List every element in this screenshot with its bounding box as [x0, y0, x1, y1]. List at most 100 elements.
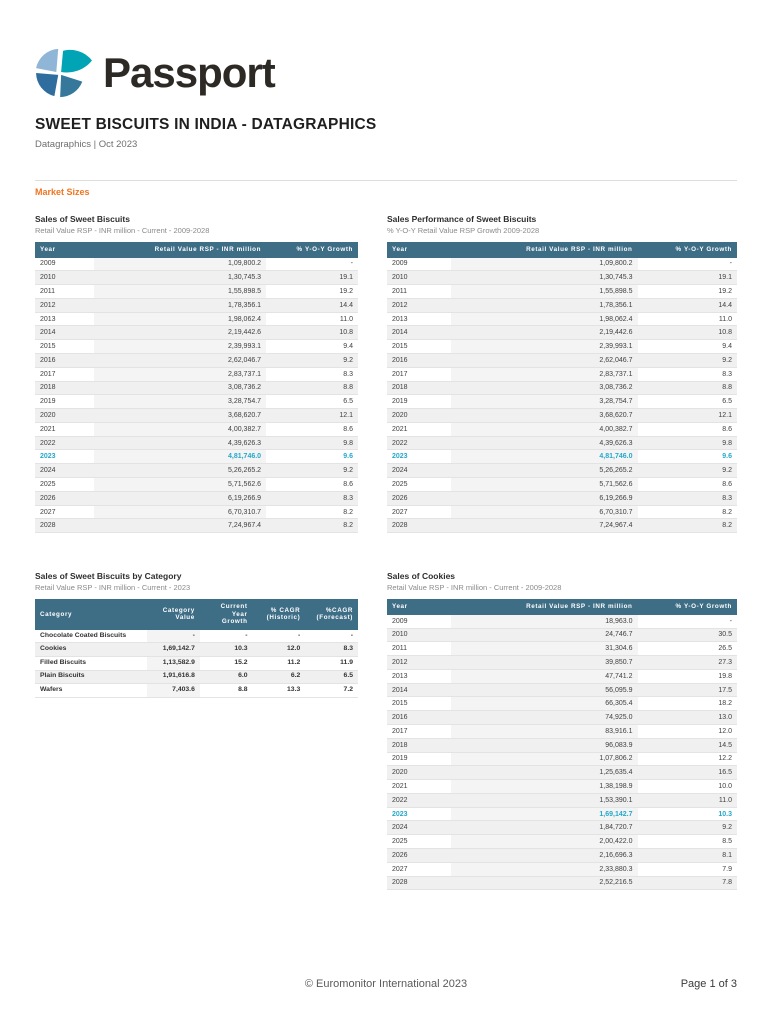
table-cell: 2022 [35, 436, 95, 451]
table-cell: 8.6 [637, 422, 737, 437]
table-cell: 14.4 [266, 298, 358, 313]
table-row: 2027 6,70,310.7 8.2 [35, 505, 358, 520]
table-cell: 1,55,898.5 [451, 284, 638, 299]
table-cell: 12.1 [266, 408, 358, 423]
table-cell: 1,69,142.7 [451, 807, 638, 822]
table-row: 2009 1,09,800.2- [35, 257, 358, 272]
table-cell: 2011 [387, 641, 451, 657]
table-row: Cookies 1,69,142.7 10.3 12.0 8.3 [35, 642, 358, 657]
table-cell: 2026 [387, 491, 451, 506]
page-subtitle: Datagraphics | Oct 2023 [35, 139, 138, 150]
table-cell: 6,19,266.9 [94, 491, 267, 506]
table-cell: 6.5 [266, 394, 358, 410]
table-row: 2013 1,98,062.4 11.0 [35, 312, 358, 327]
table-cell: 3,68,620.7 [94, 408, 267, 423]
table-cell: 1,78,356.1 [94, 298, 267, 313]
table-cell: 2015 [387, 696, 451, 712]
table-row: 2028 2,52,216.5 7.8 [387, 876, 737, 891]
table-cell: 2,00,422.0 [451, 834, 638, 849]
table-row: Wafers 7,403.6 8.8 13.3 7.2 [35, 683, 358, 698]
table-cell: 2014 [387, 325, 451, 341]
table-cell: 74,925.0 [451, 710, 638, 725]
table-cell: 2014 [387, 683, 451, 698]
column-header: % CAGR (Historic) [252, 599, 306, 630]
column-header: %CAGR (Forecast) [305, 599, 358, 630]
table-row: 2020 1,25,635.4 16.5 [387, 765, 737, 781]
table-cell: 31,304.6 [451, 641, 638, 657]
table-cell: - [252, 629, 306, 644]
table-cell: 2025 [35, 477, 95, 492]
table-cell: 8.6 [266, 477, 358, 492]
table-cell: 1,09,800.2 [94, 257, 267, 272]
table-cell: 2,62,046.7 [94, 353, 267, 368]
table-row: 2010 1,30,745.3 19.1 [35, 270, 358, 286]
table-cell: 9.2 [266, 353, 358, 368]
table-cell: 6.5 [305, 670, 358, 685]
column-header: Year [387, 242, 451, 258]
table-row: Plain Biscuits 1,91,616.8 6.0 6.2 6.5 [35, 670, 358, 685]
table-cell: 4,00,382.7 [451, 422, 638, 437]
table-cell: 2013 [387, 669, 451, 684]
table-cell: 6,19,266.9 [451, 491, 638, 506]
table-row: 2026 2,16,696.3 8.1 [387, 848, 737, 863]
table-cell: 8.2 [637, 505, 737, 520]
table-cell: 7.8 [637, 876, 737, 891]
table-cell: 2019 [35, 394, 95, 410]
table-cell: 6.2 [252, 670, 306, 685]
table-cell: 2025 [387, 834, 451, 849]
table-cell: 1,13,582.9 [147, 656, 200, 671]
table-cell: 2010 [387, 628, 451, 643]
table-row: Filled Biscuits 1,13,582.9 15.2 11.2 11.9 [35, 656, 358, 671]
table-cell: 6.5 [637, 394, 737, 410]
passport-logo: Passport [35, 46, 737, 100]
table-cell: 2,39,993.1 [451, 339, 638, 355]
table-cell: 9.2 [266, 463, 358, 479]
table-cell: 4,39,626.3 [94, 436, 267, 451]
table-cell: 17.5 [637, 683, 737, 698]
copyright-text: © Euromonitor International 2023 [304, 978, 468, 990]
data-table-cookies: Year Retail Value RSP - INR million% Y-O-… [387, 599, 737, 891]
data-table: Year Retail Value RSP - INR million% Y-O-… [387, 599, 737, 891]
table-cell: 2012 [387, 655, 451, 670]
table-cell: 3,08,736.2 [451, 381, 638, 396]
table-row: 2014 2,19,442.6 10.8 [35, 325, 358, 341]
table-cell: 2013 [387, 312, 451, 327]
table-cell: 2009 [387, 614, 451, 629]
table-cell: 1,38,198.9 [451, 779, 638, 794]
table-cell: 2009 [387, 257, 451, 272]
table-title: Sales of Cookies [387, 571, 456, 582]
table-cell: 3,28,754.7 [94, 394, 267, 410]
section-divider [35, 180, 737, 181]
table-cell: 2023 [387, 807, 451, 822]
table-cell: 2,83,737.1 [451, 367, 638, 382]
table-cell: 2019 [387, 752, 451, 767]
table-row: 2027 6,70,310.7 8.2 [387, 505, 737, 520]
data-table-sweet-biscuits-performance: Year Retail Value RSP - INR million% Y-O-… [387, 242, 737, 534]
table-cell: 2017 [387, 724, 451, 739]
table-cell: 19.2 [266, 284, 358, 299]
table-cell: 9.4 [637, 339, 737, 355]
table-cell: 5,26,265.2 [94, 463, 267, 479]
table-row: 2027 2,33,880.3 7.9 [387, 862, 737, 877]
table-cell: 9.2 [637, 353, 737, 368]
table-cell: 4,00,382.7 [94, 422, 267, 437]
table-cell: 11.0 [637, 793, 737, 808]
table-cell: - [305, 629, 358, 644]
table-block-sales-sweet-biscuits: Sales of Sweet Biscuits Retail Value RSP… [35, 214, 358, 534]
column-header: Retail Value RSP - INR million [451, 599, 638, 615]
table-row: 2018 3,08,736.2 8.8 [387, 381, 737, 396]
table-row: 2013 1,98,062.4 11.0 [387, 312, 737, 327]
table-cell: 2015 [387, 339, 451, 355]
table-cell: 2011 [35, 284, 95, 299]
column-header: % Y-O-Y Growth [637, 242, 737, 258]
table-cell: 39,850.7 [451, 655, 638, 670]
table-cell: - [266, 257, 358, 272]
table-cell: 2026 [387, 848, 451, 863]
table-cell: 2014 [35, 325, 95, 341]
table-cell: 1,69,142.7 [147, 642, 200, 657]
table-cell: 8.6 [266, 422, 358, 437]
column-header: Year [387, 599, 451, 615]
table-cell: 2012 [387, 298, 451, 313]
table-title: Sales Performance of Sweet Biscuits [387, 214, 537, 224]
